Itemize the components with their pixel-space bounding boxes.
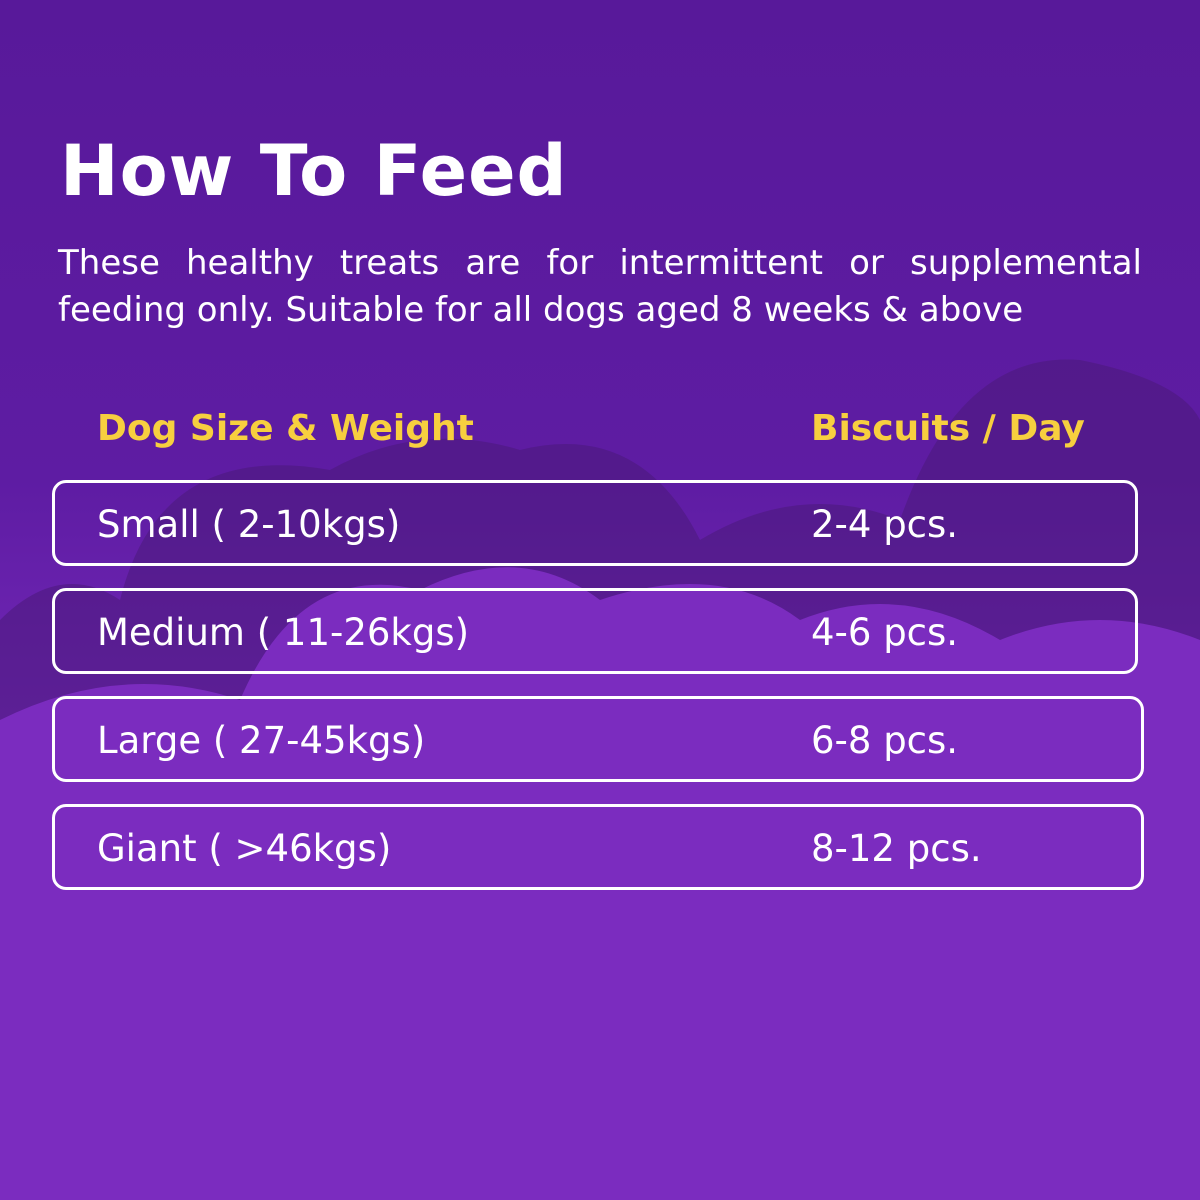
table-row: Medium ( 11-26kgs) 4-6 pcs. bbox=[52, 588, 1138, 674]
table-cell: Medium ( 11-26kgs) bbox=[97, 611, 470, 654]
table-row: Small ( 2-10kgs) 2-4 pcs. bbox=[52, 480, 1138, 566]
table-cell: Large ( 27-45kgs) bbox=[97, 719, 426, 762]
table-row: Large ( 27-45kgs) 6-8 pcs. bbox=[52, 696, 1144, 782]
table-cell: 2-4 pcs. bbox=[811, 503, 959, 546]
title: How To Feed bbox=[60, 130, 568, 212]
table-cell: Giant ( >46kgs) bbox=[97, 827, 392, 870]
description: These healthy treats are for intermitten… bbox=[58, 243, 1142, 330]
column-header: Dog Size & Weight bbox=[97, 408, 474, 449]
table-cell: 4-6 pcs. bbox=[811, 611, 959, 654]
table-cell: Small ( 2-10kgs) bbox=[97, 503, 401, 546]
table-cell: 6-8 pcs. bbox=[811, 719, 959, 762]
table-cell: 8-12 pcs. bbox=[811, 827, 982, 870]
table-row: Giant ( >46kgs) 8-12 pcs. bbox=[52, 804, 1144, 890]
column-header: Biscuits / Day bbox=[811, 408, 1085, 449]
